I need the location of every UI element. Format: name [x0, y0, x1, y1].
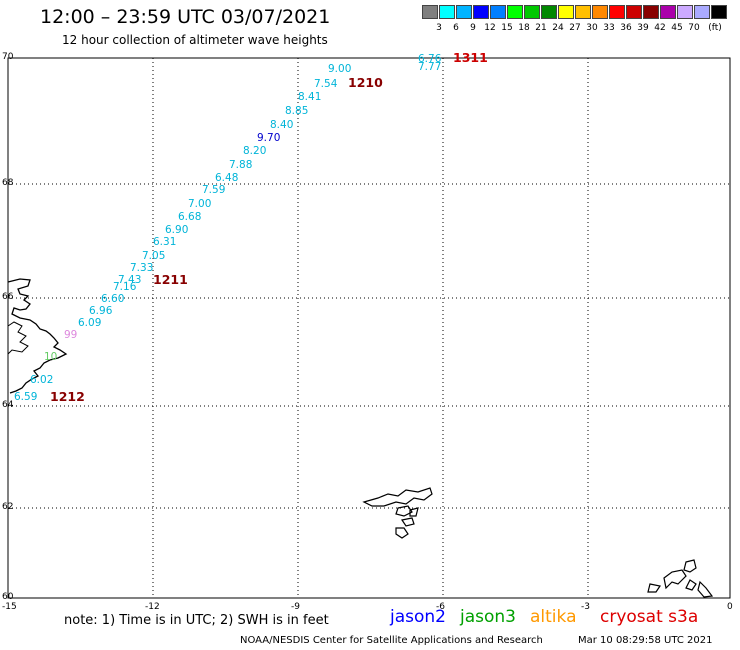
wave-height-label: 8.40	[270, 119, 293, 131]
legend-value: 39	[637, 23, 649, 33]
wave-height-label: 6.76	[418, 53, 442, 65]
x-tick-minus3: -3	[581, 602, 590, 612]
x-tick-minus12: -12	[145, 602, 160, 612]
legend-value: 36	[620, 23, 632, 33]
legend-value: 15	[501, 23, 513, 33]
legend-value: 24	[552, 23, 564, 33]
legend-swatch	[507, 5, 523, 19]
credit-line: NOAA/NESDIS Center for Satellite Applica…	[240, 635, 543, 646]
wave-height-label: 7.16	[113, 281, 137, 293]
page-title: 12:00 – 23:59 UTC 03/07/2021	[40, 6, 331, 28]
x-tick-minus15: -15	[2, 602, 17, 612]
legend-swatch	[439, 5, 455, 19]
wave-height-label: 99	[64, 329, 77, 341]
legend-value: 9	[470, 23, 476, 33]
wave-height-label: 6.68	[178, 211, 201, 223]
wave-height-label: 8.85	[285, 105, 308, 117]
wave-height-label: 6.59	[14, 391, 37, 403]
x-tick-minus6: -6	[436, 602, 445, 612]
x-tick-0: 0	[727, 602, 733, 612]
wave-height-label: 6.02	[30, 374, 53, 386]
legend-swatch	[558, 5, 574, 19]
legend-swatch	[660, 5, 676, 19]
wave-height-label: 7.33	[130, 262, 153, 274]
legend-value: 6	[453, 23, 459, 33]
wave-height-label: 6.09	[78, 317, 101, 329]
legend-value: 18	[518, 23, 530, 33]
legend-swatch	[473, 5, 489, 19]
y-tick-60: 60	[2, 592, 14, 602]
legend-swatch	[626, 5, 642, 19]
legend-swatch	[575, 5, 591, 19]
x-tick-minus9: -9	[291, 602, 300, 612]
legend-swatch	[711, 5, 727, 19]
footer-note: note: 1) Time is in UTC; 2) SWH is in fe…	[64, 613, 329, 628]
iceland-coastline	[7, 278, 68, 394]
wave-height-label: 6.96	[89, 305, 113, 317]
wave-height-label: 6.48	[215, 172, 238, 184]
page-subtitle: 12 hour collection of altimeter wave hei…	[62, 33, 328, 47]
legend-value: 42	[654, 23, 666, 33]
legend-swatch	[422, 5, 438, 19]
time-label: 1210	[348, 75, 383, 90]
satellite-jason3: jason3	[460, 607, 516, 627]
faroe-islands	[362, 487, 433, 539]
satellite-jason2: jason2	[390, 607, 446, 627]
wave-height-label: 6.31	[153, 236, 176, 248]
legend-value: 70	[688, 23, 700, 33]
wave-height-label: 7.54	[314, 78, 338, 90]
gridlines	[8, 57, 730, 598]
legend-swatch	[643, 5, 659, 19]
legend-unit: (ft)	[708, 23, 722, 33]
legend-value: 30	[586, 23, 598, 33]
y-tick-62: 62	[2, 502, 14, 512]
wave-height-label: 7.77	[418, 61, 441, 73]
legend-swatch	[456, 5, 472, 19]
time-label: 1311	[453, 50, 488, 65]
time-labels: 1311 1210 1211 1212	[50, 50, 488, 404]
wave-height-label: 6.60	[101, 293, 124, 305]
wave-height-label: 7.59	[202, 184, 225, 196]
legend-value: 45	[671, 23, 683, 33]
map-frame	[7, 57, 731, 599]
wave-height-label: 10	[44, 351, 57, 363]
satellite-cryosat: cryosat s3a	[600, 607, 699, 627]
y-tick-66: 66	[2, 292, 14, 302]
wave-height-label: 7.88	[229, 159, 252, 171]
legend-swatch	[609, 5, 625, 19]
legend-swatch	[677, 5, 693, 19]
legend-swatch	[694, 5, 710, 19]
wave-height-label: 6.90	[165, 224, 188, 236]
wave-height-label: 8.20	[243, 145, 266, 157]
track-labels: 6.767.77 9.00 7.548.41 8.85 8.409.708.20 7.88…	[14, 53, 442, 403]
wave-height-label: 7.43	[118, 274, 141, 286]
wave-height-label: 7.05	[142, 250, 165, 262]
legend-value: 21	[535, 23, 547, 33]
wave-height-label: 8.41	[298, 91, 321, 103]
iceland-inner-coast	[7, 321, 29, 355]
legend-swatch	[490, 5, 506, 19]
time-label: 1212	[50, 389, 85, 404]
legend-value: 12	[484, 23, 496, 33]
legend-swatch	[541, 5, 557, 19]
legend-value: 33	[603, 23, 615, 33]
satellite-altika: altika	[530, 607, 577, 627]
y-tick-70: 70	[2, 52, 14, 62]
y-tick-68: 68	[2, 178, 14, 188]
legend-value: 3	[436, 23, 442, 33]
generated-timestamp: Mar 10 08:29:58 UTC 2021	[578, 635, 713, 646]
shetland-islands	[647, 559, 714, 598]
legend-swatch	[592, 5, 608, 19]
wave-height-label: 9.00	[328, 63, 351, 75]
time-label: 1211	[153, 272, 188, 287]
wave-height-label: 7.00	[188, 198, 211, 210]
y-tick-64: 64	[2, 400, 14, 410]
legend-swatch	[524, 5, 540, 19]
wave-height-label: 9.70	[257, 132, 280, 144]
legend-value: 27	[569, 23, 581, 33]
